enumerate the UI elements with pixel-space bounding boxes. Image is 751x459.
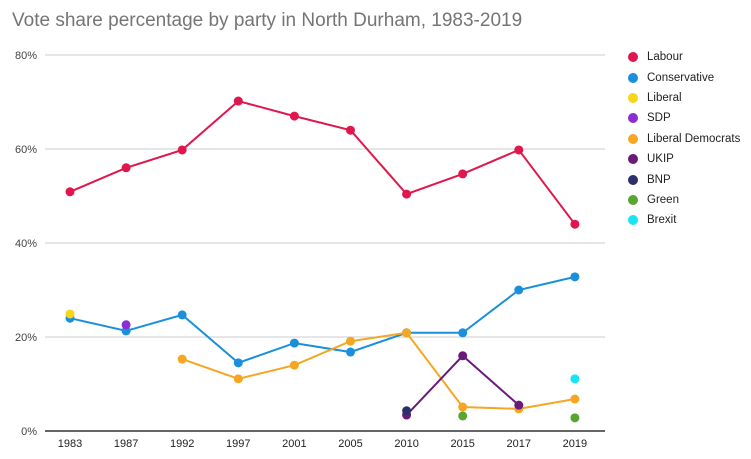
data-point <box>177 354 187 364</box>
legend: Labour Conservative Liberal SDP Liberal Demo… <box>628 47 740 231</box>
data-point <box>346 347 355 357</box>
legend-label: Green <box>647 193 679 206</box>
data-point <box>514 285 524 295</box>
y-tick-label: 60% <box>15 144 37 156</box>
chart-title: Vote share percentage by party in North … <box>12 10 523 31</box>
data-point <box>233 358 243 368</box>
data-point <box>458 169 468 179</box>
legend-marker <box>628 113 638 124</box>
legend-label: Labour <box>647 51 683 64</box>
data-point <box>458 402 468 412</box>
legend-label: Conservative <box>647 71 715 84</box>
data-point <box>289 360 299 370</box>
data-point <box>570 413 580 423</box>
data-point <box>233 374 243 384</box>
legend-item: Liberal Democrats <box>628 129 740 149</box>
legend-marker <box>628 133 638 144</box>
series-line-liberal-democrats <box>181 331 576 410</box>
y-tick-label: 80% <box>15 50 37 62</box>
x-tick-label: 2001 <box>282 438 306 450</box>
legend-label: Brexit <box>647 214 677 227</box>
legend-marker <box>628 174 638 185</box>
data-point <box>570 272 580 282</box>
data-point <box>121 163 131 173</box>
x-tick-label: 2015 <box>450 438 474 450</box>
y-tick-label: 40% <box>15 238 37 250</box>
data-point <box>346 125 355 135</box>
data-point <box>289 338 299 348</box>
legend-item: UKIP <box>628 149 740 169</box>
data-point <box>458 351 468 361</box>
legend-item: SDP <box>628 108 740 128</box>
data-point <box>570 219 580 229</box>
x-tick-label: 1983 <box>58 438 82 450</box>
x-tick-label: 1992 <box>170 438 194 450</box>
legend-item: Conservative <box>628 67 740 87</box>
legend-label: SDP <box>647 112 671 125</box>
legend-item: BNP <box>628 169 740 189</box>
y-tick-label: 0% <box>21 426 37 438</box>
x-tick-label: 2005 <box>338 438 362 450</box>
data-point <box>289 111 299 121</box>
legend-item: Brexit <box>628 210 740 230</box>
legend-item: Labour <box>628 47 740 67</box>
legend-label: Liberal Democrats <box>647 132 741 145</box>
legend-marker <box>628 194 638 205</box>
legend-label: BNP <box>647 173 671 186</box>
data-point <box>402 406 412 416</box>
y-tick-label: 20% <box>15 332 37 344</box>
series-line-labour <box>69 99 576 225</box>
data-point <box>346 336 355 346</box>
legend-label: UKIP <box>647 153 674 166</box>
x-tick-label: 2019 <box>563 438 587 450</box>
data-point <box>121 320 131 330</box>
data-point <box>177 145 187 155</box>
data-point <box>65 187 75 197</box>
legend-marker <box>628 215 638 226</box>
series-line-conservative <box>69 275 576 364</box>
data-point <box>458 411 468 421</box>
data-point <box>570 394 580 404</box>
data-point <box>65 309 75 319</box>
data-point <box>402 189 412 199</box>
data-point <box>458 328 468 338</box>
data-point <box>402 328 412 338</box>
data-point <box>233 96 243 106</box>
legend-marker <box>628 154 638 165</box>
data-point <box>514 400 524 410</box>
data-point <box>570 374 580 384</box>
x-tick-label: 2017 <box>507 438 531 450</box>
data-point <box>514 145 524 155</box>
legend-marker <box>628 92 638 103</box>
x-tick-label: 1997 <box>226 438 250 450</box>
x-tick-label: 2010 <box>394 438 418 450</box>
legend-marker <box>628 72 638 83</box>
legend-item: Liberal <box>628 88 740 108</box>
legend-marker <box>628 52 638 63</box>
legend-item: Green <box>628 190 740 210</box>
x-tick-label: 1987 <box>114 438 138 450</box>
data-point <box>177 310 187 320</box>
legend-label: Liberal <box>647 91 682 104</box>
